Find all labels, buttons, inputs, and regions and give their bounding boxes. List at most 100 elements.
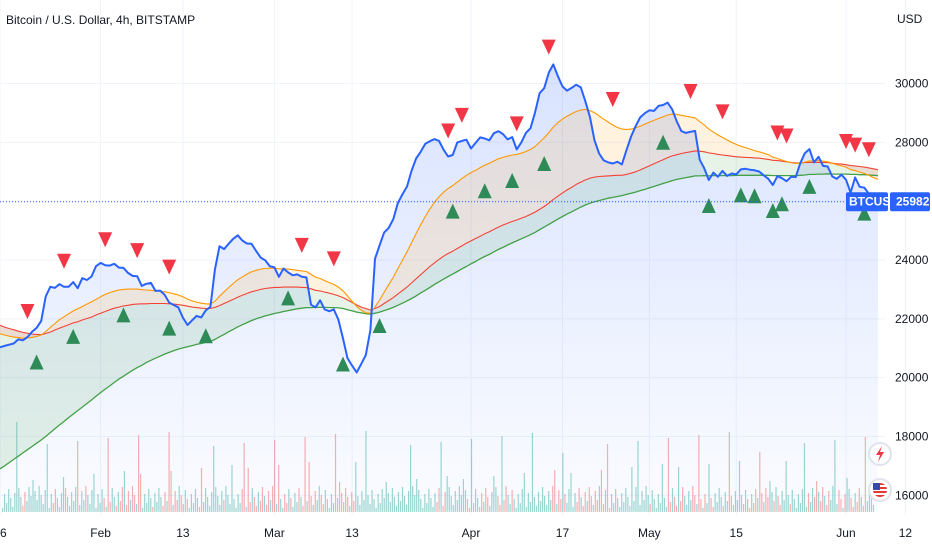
cloud-fast <box>631 127 636 174</box>
cloud-fast <box>214 296 220 308</box>
cloud-slow <box>278 287 284 313</box>
cloud-fast <box>640 124 645 170</box>
cloud-fast <box>603 119 609 177</box>
cloud-slow <box>45 332 51 437</box>
cloud-slow <box>155 303 161 359</box>
cloud-slow <box>210 307 215 342</box>
cloud-fast <box>237 276 243 298</box>
cloud-fast <box>420 216 426 275</box>
cloud-fast <box>100 294 106 314</box>
cloud-slow <box>530 212 536 235</box>
cloud-slow <box>4 327 10 466</box>
cloud-slow <box>36 334 42 444</box>
cloud-slow <box>603 175 609 200</box>
x-tick-label: 13 <box>176 526 190 540</box>
cloud-slow <box>525 214 531 237</box>
cloud-slow <box>658 159 664 185</box>
cloud-fast <box>461 175 467 246</box>
cloud-fast <box>699 121 705 152</box>
cloud-fast <box>114 290 119 309</box>
alerts-icon[interactable] <box>868 442 892 466</box>
cloud-fast <box>265 268 270 289</box>
cloud-fast <box>384 284 389 304</box>
cloud-slow <box>813 162 819 175</box>
cloud-fast <box>173 293 179 305</box>
cloud-slow <box>649 163 654 188</box>
cloud-fast <box>315 277 321 291</box>
cloud-fast <box>402 251 407 291</box>
x-tick-label: 13 <box>345 526 359 540</box>
cloud-fast <box>196 302 202 309</box>
cloud-slow <box>260 288 266 318</box>
cloud-slow <box>864 167 869 175</box>
cloud-fast <box>137 289 142 305</box>
cloud-slow <box>672 154 677 181</box>
cloud-slow <box>324 292 330 308</box>
cloud-slow <box>141 303 147 366</box>
flag-icon[interactable] <box>868 478 892 502</box>
cloud-fast <box>141 289 147 304</box>
cloud-fast <box>562 116 568 193</box>
cloud-fast <box>169 292 174 305</box>
cloud-slow <box>388 297 394 310</box>
cloud-fast <box>256 269 261 291</box>
cloud-fast <box>301 270 307 288</box>
sell-signal <box>509 116 524 132</box>
cloud-fast <box>54 319 60 330</box>
cloud-fast <box>672 114 677 156</box>
cloud-fast <box>242 274 247 296</box>
cloud-slow <box>173 304 179 351</box>
buy-signal <box>162 320 177 336</box>
cloud-fast <box>18 331 23 339</box>
cloud-fast <box>503 156 508 225</box>
cloud-slow <box>663 157 668 184</box>
cloud-slow <box>379 303 385 313</box>
cloud-fast <box>192 300 197 308</box>
cloud-fast <box>118 289 124 308</box>
cloud-fast <box>740 146 746 158</box>
cloud-slow <box>777 160 782 176</box>
ema-clouds <box>0 64 878 511</box>
cloud-fast <box>873 168 878 180</box>
cloud-fast <box>269 268 275 288</box>
y-axis: 1600018000200002200024000260002800030000 <box>895 77 929 503</box>
cloud-slow <box>836 163 842 175</box>
cloud-fast <box>187 299 193 308</box>
buy-signal <box>802 178 817 194</box>
cloud-slow <box>786 161 792 176</box>
cloud-fast <box>150 290 156 304</box>
cloud-slow <box>274 287 279 314</box>
cloud-slow <box>644 165 650 190</box>
sell-signal <box>861 142 876 158</box>
cloud-fast <box>406 242 412 288</box>
y-tick-label: 30000 <box>895 77 929 91</box>
cloud-fast <box>690 117 696 152</box>
cloud-slow <box>434 259 439 285</box>
price-area <box>0 64 878 511</box>
cloud-fast <box>155 290 161 304</box>
cloud-fast <box>745 147 750 158</box>
cloud-slow <box>635 170 641 193</box>
cloud-slow <box>567 187 572 215</box>
cloud-slow <box>448 251 453 277</box>
sell-signal <box>162 259 177 275</box>
cloud-slow <box>754 157 760 176</box>
cloud-slow <box>137 303 142 368</box>
sell-signal <box>130 243 145 259</box>
cloud-fast <box>448 185 453 254</box>
buy-signal <box>537 155 552 171</box>
cloud-slow <box>621 174 627 196</box>
buy-signal <box>747 188 762 204</box>
cloud-slow <box>182 305 188 348</box>
x-tick-label: 12 <box>899 526 913 540</box>
cloud-fast <box>210 301 215 309</box>
cloud-slow <box>740 157 746 176</box>
cloud-slow <box>256 289 261 319</box>
cloud-fast <box>653 118 659 164</box>
cloud-slow <box>791 162 796 176</box>
cloud-fast <box>667 114 673 158</box>
cloud-fast <box>146 290 151 304</box>
cloud-slow <box>466 240 472 267</box>
cloud-fast <box>320 278 325 293</box>
cloud-slow <box>439 256 444 282</box>
